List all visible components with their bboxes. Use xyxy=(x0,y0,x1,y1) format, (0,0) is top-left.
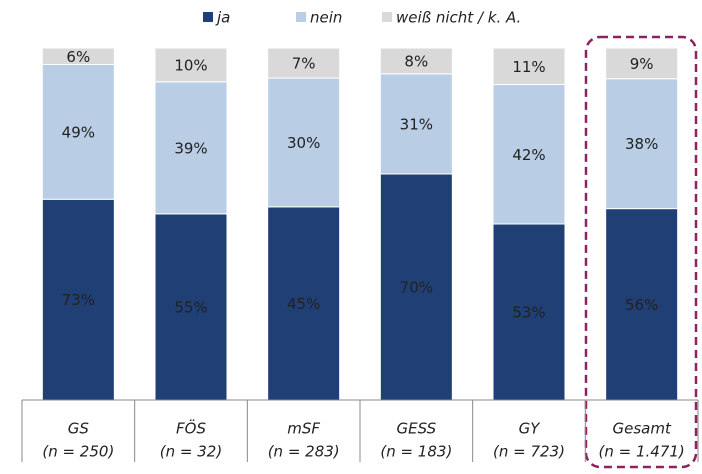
x-tick-note: (n = 32) xyxy=(160,443,222,461)
value-label: 45% xyxy=(287,295,320,313)
value-label: 38% xyxy=(625,135,658,153)
value-label: 30% xyxy=(287,134,320,152)
x-tick-label: GS xyxy=(68,420,90,438)
x-tick-note: (n = 283) xyxy=(268,443,340,461)
value-label: 53% xyxy=(512,304,545,322)
bar-segment xyxy=(379,173,453,401)
highlight-box xyxy=(584,35,698,469)
bar-segment xyxy=(267,47,341,79)
bar-segment xyxy=(41,64,115,200)
bar-segment xyxy=(267,77,341,208)
value-label: 11% xyxy=(512,58,545,76)
bar-segment xyxy=(492,84,566,225)
value-label: 9% xyxy=(630,55,654,73)
legend-label: ja xyxy=(215,9,230,27)
bar-segment xyxy=(605,47,679,80)
x-tick-label: GY xyxy=(519,420,542,438)
x-tick-note: (n = 250) xyxy=(42,443,114,461)
value-label: 73% xyxy=(62,291,95,309)
legend-swatch xyxy=(296,12,306,22)
legend-swatch xyxy=(382,12,392,22)
bar-segment xyxy=(605,208,679,401)
value-label: 70% xyxy=(400,278,433,296)
x-tick-note: (n = 183) xyxy=(380,443,452,461)
bar-segment xyxy=(492,223,566,401)
bar-segment xyxy=(379,47,453,75)
value-label: 55% xyxy=(174,298,207,316)
x-tick-note: (n = 1.471) xyxy=(599,443,685,461)
x-tick-label: GESS xyxy=(397,420,437,438)
value-label: 7% xyxy=(292,55,316,73)
legend-label: weiß nicht / k. A. xyxy=(396,9,521,27)
x-tick-label: FÖS xyxy=(176,419,206,438)
bar-segment xyxy=(492,47,566,86)
x-tick-label: Gesamt xyxy=(612,420,671,438)
bar-segment xyxy=(605,78,679,210)
bar-segment xyxy=(41,47,115,65)
value-label: 56% xyxy=(625,296,658,314)
value-label: 10% xyxy=(174,56,207,74)
bar-segment xyxy=(154,213,228,401)
legend-swatch xyxy=(203,12,213,22)
value-label: 39% xyxy=(174,139,207,157)
x-tick-note: (n = 723) xyxy=(493,443,565,461)
value-label: 49% xyxy=(62,123,95,141)
bar-segment xyxy=(154,81,228,215)
value-label: 6% xyxy=(66,48,90,66)
value-label: 31% xyxy=(400,115,433,133)
x-tick-label: mSF xyxy=(287,420,320,438)
value-label: 42% xyxy=(512,146,545,164)
bar-segment xyxy=(154,47,228,83)
bar-segment xyxy=(267,206,341,401)
value-label: 8% xyxy=(404,52,428,70)
legend-label: nein xyxy=(310,9,342,27)
